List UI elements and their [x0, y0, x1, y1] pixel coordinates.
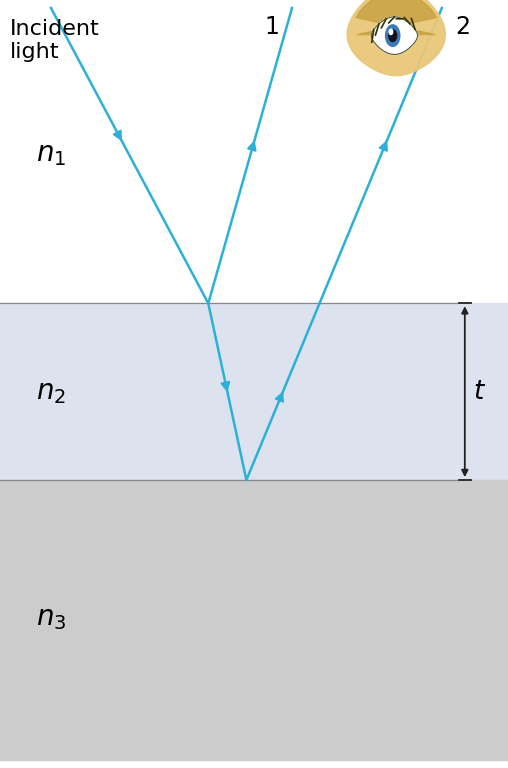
Polygon shape — [371, 17, 418, 55]
Text: $t$: $t$ — [473, 379, 487, 405]
Circle shape — [389, 29, 393, 35]
Text: 2: 2 — [455, 15, 470, 39]
Text: $n_2$: $n_2$ — [36, 378, 66, 406]
Text: $n_1$: $n_1$ — [36, 140, 66, 167]
Text: 1: 1 — [264, 15, 279, 39]
Polygon shape — [356, 0, 436, 35]
Text: $n_3$: $n_3$ — [36, 604, 66, 632]
Polygon shape — [347, 0, 446, 76]
Text: Incident
light: Incident light — [10, 19, 100, 62]
Circle shape — [389, 30, 397, 41]
Circle shape — [386, 25, 400, 46]
